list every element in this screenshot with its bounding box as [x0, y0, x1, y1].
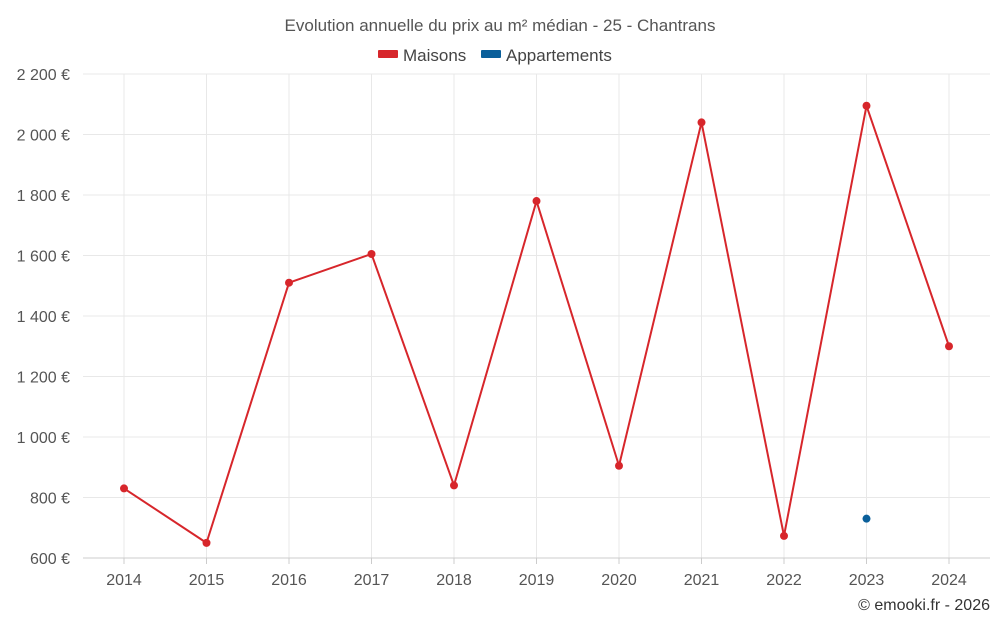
x-tick-label: 2015	[189, 572, 225, 589]
legend-label-appartements[interactable]: Appartements	[506, 46, 612, 65]
data-point-maisons[interactable]	[945, 342, 953, 351]
legend-label-maisons[interactable]: Maisons	[403, 46, 466, 65]
data-point-maisons[interactable]	[615, 461, 623, 470]
y-tick-label: 1 000 €	[17, 430, 70, 447]
x-tick-label: 2024	[931, 572, 967, 589]
y-tick-label: 2 000 €	[17, 128, 70, 145]
x-tick-label: 2020	[601, 572, 637, 589]
x-tick-label: 2017	[354, 572, 390, 589]
credit-text: © emooki.fr - 2026	[858, 597, 990, 614]
series	[120, 101, 953, 547]
data-point-maisons[interactable]	[202, 538, 211, 547]
x-tick-label: 2014	[106, 572, 142, 589]
y-tick-label: 600 €	[30, 551, 70, 568]
x-tick-label: 2019	[519, 572, 555, 589]
data-point-maisons[interactable]	[532, 197, 541, 206]
legend-swatch-appartements	[481, 50, 501, 58]
x-tick-label: 2016	[271, 572, 307, 589]
data-point-appartements[interactable]	[862, 514, 871, 523]
x-tick-label: 2023	[849, 572, 885, 589]
y-tick-label: 2 200 €	[17, 67, 70, 84]
y-tick-label: 800 €	[30, 491, 70, 508]
x-tick-label: 2018	[436, 572, 472, 589]
legend-swatch-maisons	[378, 50, 398, 58]
data-point-maisons[interactable]	[120, 484, 128, 493]
x-axis: 2014 2015 2016 2017 2018 2019 2020 2021 2022 2023…	[83, 557, 990, 589]
y-tick-label: 1 600 €	[17, 249, 70, 266]
data-point-maisons[interactable]	[450, 481, 458, 490]
y-tick-label: 1 400 €	[17, 309, 70, 326]
data-point-maisons[interactable]	[367, 249, 376, 258]
y-tick-label: 1 800 €	[17, 188, 70, 205]
x-tick-label: 2021	[684, 572, 720, 589]
legend: Maisons Appartements	[378, 46, 612, 65]
chart-title: Evolution annuelle du prix au m² médian …	[285, 16, 716, 35]
grid	[83, 73, 990, 559]
y-tick-label: 1 200 €	[17, 370, 70, 387]
y-axis: 600 € 800 € 1 000 € 1 200 € 1 400 € 1 600 € 1 …	[17, 67, 70, 568]
x-tick-label: 2022	[766, 572, 802, 589]
data-point-maisons[interactable]	[285, 278, 293, 287]
data-point-maisons[interactable]	[780, 531, 788, 540]
data-point-maisons[interactable]	[697, 118, 706, 127]
data-point-maisons[interactable]	[862, 101, 871, 110]
